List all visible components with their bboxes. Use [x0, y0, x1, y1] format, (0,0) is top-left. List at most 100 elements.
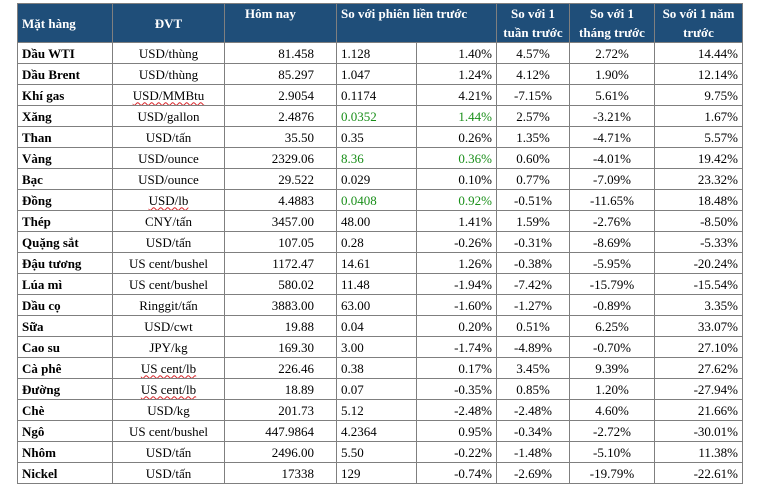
month-change: 1.90% [569, 63, 655, 85]
change-percent: -0.74% [416, 462, 497, 484]
month-change: 1.20% [569, 378, 655, 400]
change-value: 0.0408 [336, 189, 417, 211]
unit-cell: CNY/tấn [112, 210, 225, 232]
year-change: 12.14% [654, 63, 743, 85]
commodity-name: Đường [17, 378, 113, 400]
today-price: 1172.47 [224, 252, 337, 274]
change-value: 4.2364 [336, 420, 417, 442]
table-row: Dầu WTI USD/thùng 81.458 1.128 1.40% 4.57% 2.7… [17, 42, 743, 64]
today-price: 580.02 [224, 273, 337, 295]
month-change: 2.72% [569, 42, 655, 64]
month-change: -4.71% [569, 126, 655, 148]
unit-cell: US cent/lb [112, 378, 225, 400]
year-change: 14.44% [654, 42, 743, 64]
change-value: 48.00 [336, 210, 417, 232]
change-value: 129 [336, 462, 417, 484]
change-value: 0.07 [336, 378, 417, 400]
week-change: 1.59% [496, 210, 570, 232]
table-row: Vàng USD/ounce 2329.06 8.36 0.36% 0.60% -4.01%… [17, 147, 743, 169]
year-change: -22.61% [654, 462, 743, 484]
unit-cell: US cent/bushel [112, 273, 225, 295]
month-change: -0.89% [569, 294, 655, 316]
unit-cell: USD/lb [112, 189, 225, 211]
week-change: 4.57% [496, 42, 570, 64]
year-change: 27.62% [654, 357, 743, 379]
table-row: Khí gas USD/MMBtu 2.9054 0.1174 4.21% -7.15% 5… [17, 84, 743, 106]
year-change: -5.33% [654, 231, 743, 253]
change-value: 63.00 [336, 294, 417, 316]
table-row: Bạc USD/ounce 29.522 0.029 0.10% 0.77% -7.09% 2… [17, 168, 743, 190]
commodity-name: Thép [17, 210, 113, 232]
commodity-name: Chè [17, 399, 113, 421]
commodity-name: Nickel [17, 462, 113, 484]
change-percent: 0.92% [416, 189, 497, 211]
change-value: 11.48 [336, 273, 417, 295]
week-change: 1.35% [496, 126, 570, 148]
month-change: -4.01% [569, 147, 655, 169]
week-change: -7.42% [496, 273, 570, 295]
change-percent: 1.40% [416, 42, 497, 64]
commodity-name: Cao su [17, 336, 113, 358]
table-row: Nhôm USD/tấn 2496.00 5.50 -0.22% -1.48% -5.10%… [17, 441, 743, 463]
month-change: -0.70% [569, 336, 655, 358]
year-change: 23.32% [654, 168, 743, 190]
today-price: 85.297 [224, 63, 337, 85]
commodity-name: Dầu cọ [17, 294, 113, 316]
unit-cell: JPY/kg [112, 336, 225, 358]
today-price: 29.522 [224, 168, 337, 190]
table-row: Đậu tương US cent/bushel 1172.47 14.61 1.26%… [17, 252, 743, 274]
unit-cell: US cent/bushel [112, 252, 225, 274]
unit-cell: USD/ounce [112, 147, 225, 169]
table-row: Dầu cọ Ringgit/tấn 3883.00 63.00 -1.60% -1.27… [17, 294, 743, 316]
today-price: 2496.00 [224, 441, 337, 463]
unit-cell: USD/tấn [112, 126, 225, 148]
today-price: 3457.00 [224, 210, 337, 232]
unit-cell: Ringgit/tấn [112, 294, 225, 316]
change-value: 5.12 [336, 399, 417, 421]
today-price: 2329.06 [224, 147, 337, 169]
unit-cell: USD/tấn [112, 462, 225, 484]
table-row: Lúa mì US cent/bushel 580.02 11.48 -1.94% -7.… [17, 273, 743, 295]
commodity-name: Khí gas [17, 84, 113, 106]
today-price: 226.46 [224, 357, 337, 379]
change-percent: 0.20% [416, 315, 497, 337]
month-change: -5.10% [569, 441, 655, 463]
year-change: 21.66% [654, 399, 743, 421]
today-price: 201.73 [224, 399, 337, 421]
year-change: 18.48% [654, 189, 743, 211]
change-percent: 1.24% [416, 63, 497, 85]
year-change: -20.24% [654, 252, 743, 274]
change-percent: 0.36% [416, 147, 497, 169]
table-row: Sữa USD/cwt 19.88 0.04 0.20% 0.51% 6.25% 33.07% [17, 315, 743, 337]
unit-cell: USD/tấn [112, 231, 225, 253]
change-percent: -0.35% [416, 378, 497, 400]
change-percent: 4.21% [416, 84, 497, 106]
header-week: So với 1 tuần trước [496, 3, 570, 43]
year-change: 11.38% [654, 441, 743, 463]
table-row: Ngô US cent/bushel 447.9864 4.2364 0.95% -0.3… [17, 420, 743, 442]
commodity-name: Cà phê [17, 357, 113, 379]
today-price: 17338 [224, 462, 337, 484]
unit-cell: USD/tấn [112, 441, 225, 463]
commodity-name: Dầu Brent [17, 63, 113, 85]
commodity-name: Quặng sắt [17, 231, 113, 253]
today-price: 19.88 [224, 315, 337, 337]
month-change: -5.95% [569, 252, 655, 274]
change-value: 0.1174 [336, 84, 417, 106]
commodity-name: Đậu tương [17, 252, 113, 274]
today-price: 107.05 [224, 231, 337, 253]
change-value: 0.28 [336, 231, 417, 253]
today-price: 447.9864 [224, 420, 337, 442]
change-value: 0.0352 [336, 105, 417, 127]
table-row: Than USD/tấn 35.50 0.35 0.26% 1.35% -4.71% 5.57… [17, 126, 743, 148]
table-row: Nickel USD/tấn 17338 129 -0.74% -2.69% -19.79%… [17, 462, 743, 484]
change-percent: 0.10% [416, 168, 497, 190]
year-change: 27.10% [654, 336, 743, 358]
table-row: Thép CNY/tấn 3457.00 48.00 1.41% 1.59% -2.76% -… [17, 210, 743, 232]
week-change: 0.51% [496, 315, 570, 337]
week-change: -2.69% [496, 462, 570, 484]
header-today: Hôm nay [224, 3, 337, 43]
month-change: -19.79% [569, 462, 655, 484]
month-change: -2.72% [569, 420, 655, 442]
change-percent: -1.60% [416, 294, 497, 316]
